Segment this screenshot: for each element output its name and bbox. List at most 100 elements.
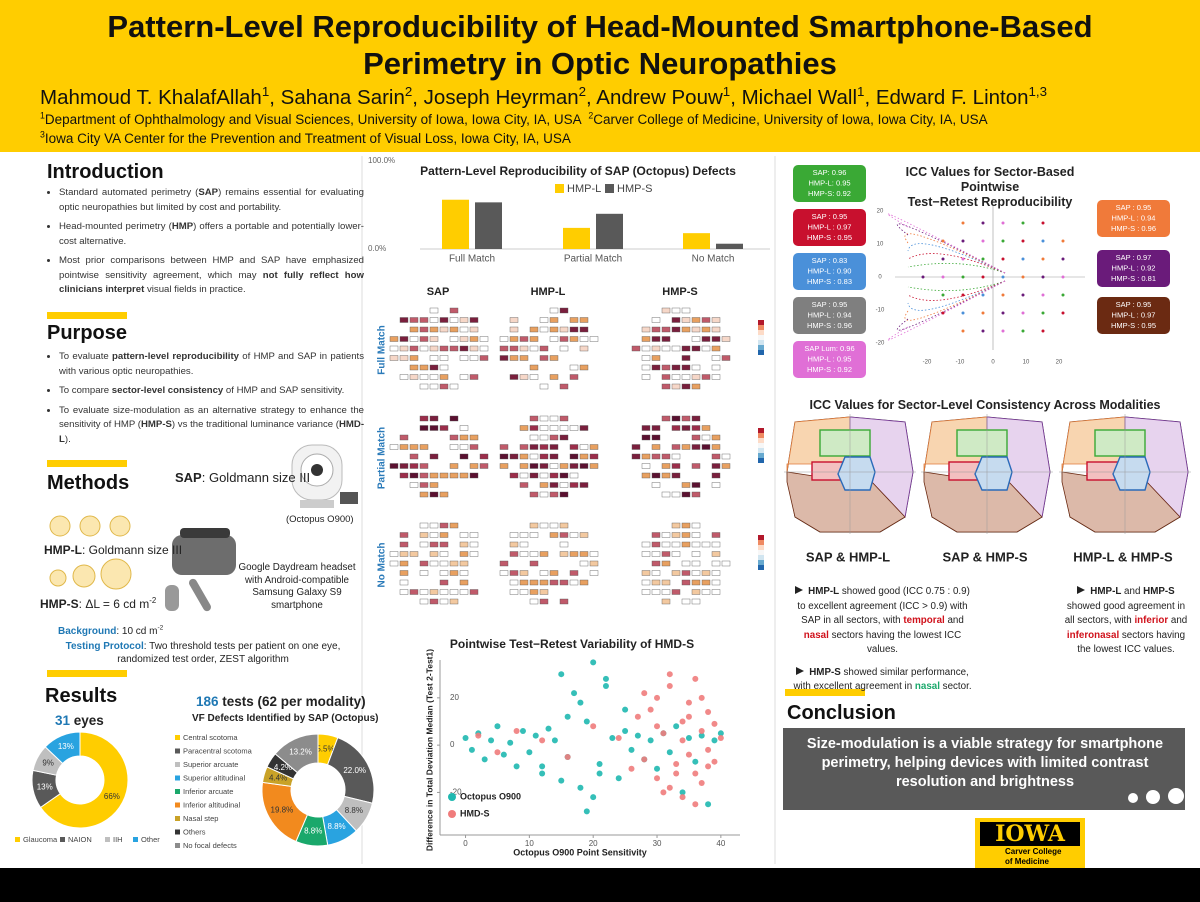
sector-central	[974, 456, 1013, 491]
legend-label: Octopus O900	[460, 791, 521, 801]
heatmap-cell	[569, 453, 579, 460]
heatmap-cell	[691, 425, 701, 431]
heatmap-cell	[419, 336, 429, 342]
field-point	[981, 311, 985, 315]
heatmap-cell	[651, 317, 661, 323]
icc-value: HMP-S : 0.83	[807, 277, 852, 286]
icc-value: HMP-S : 0.92	[807, 365, 852, 374]
heatmap-cell	[671, 425, 681, 431]
text-run: showed similar performance, with excelle…	[793, 666, 969, 693]
heatmap-cell	[399, 355, 409, 361]
text-run: : Goldmann size III	[82, 543, 183, 557]
field-point	[1041, 329, 1045, 333]
legend-label: Inferior altitudinal	[183, 800, 240, 809]
field-point	[1041, 239, 1045, 243]
heatmap-cell	[539, 522, 549, 529]
heatmap-cell	[569, 463, 579, 469]
heatmap-cell	[529, 434, 539, 441]
icc-box	[793, 297, 866, 334]
heatmap-cell	[389, 560, 399, 567]
heatmap-cell	[681, 326, 691, 333]
heatmap-cell	[419, 472, 429, 479]
value-label: 5.5%	[316, 744, 334, 753]
heatmap-cell	[641, 453, 651, 460]
heatmap-cell	[419, 560, 429, 567]
heatmap-cell	[691, 336, 701, 342]
scatter-point	[705, 801, 712, 808]
heatmap-cell	[579, 453, 589, 460]
scatter-point	[583, 718, 590, 725]
heatmap-cell	[389, 345, 399, 352]
heatmap-cell	[429, 345, 439, 352]
heatmap-cell	[651, 453, 661, 460]
value-label: 13%	[37, 782, 53, 791]
x-tick-label: 0	[991, 360, 995, 366]
scatter-point	[711, 737, 718, 744]
bar	[442, 199, 469, 249]
field-point	[941, 293, 945, 297]
text-run: Background	[58, 626, 117, 637]
heatmap-cell	[671, 551, 681, 557]
icc-value: HMP-L : 0.94	[808, 310, 852, 319]
heatmap-cell	[459, 434, 469, 441]
heatmap-cell	[651, 589, 661, 595]
icc-value: HMP-L : 0.90	[808, 266, 852, 275]
field-point	[1001, 329, 1005, 333]
heatmap-cell	[389, 355, 399, 361]
field-point	[1001, 257, 1005, 261]
heatmap-cell	[711, 434, 721, 441]
heatmap-cell	[661, 463, 671, 469]
colorbar-step	[758, 545, 764, 550]
heatmap-cell	[519, 463, 529, 469]
field-point	[941, 311, 945, 315]
conclusion-section: Conclusion	[787, 702, 896, 725]
heatmap-cell	[509, 336, 519, 342]
heatmap-cell	[429, 472, 439, 479]
text-run: nasal	[803, 629, 829, 641]
text-run: Testing Protocol	[65, 641, 144, 652]
heatmap-cell	[539, 463, 549, 469]
colorbar-step	[758, 320, 764, 325]
heatmap-cell	[519, 532, 529, 538]
heatmap-cell	[439, 579, 449, 586]
heatmap-cell	[559, 425, 569, 431]
heatmap-cell	[569, 364, 579, 371]
heatmap-cell	[661, 307, 671, 314]
heatmap-cell	[549, 425, 559, 431]
scatter-point	[705, 746, 712, 753]
heatmap-cell	[429, 482, 439, 488]
legend-label: HMP-L	[567, 183, 601, 195]
heatmap-cell	[449, 570, 459, 576]
heatmap-cell	[529, 444, 539, 450]
colorbar-step	[758, 443, 764, 448]
icc-value: HMP-L : 0.97	[808, 222, 852, 231]
heatmap-cell	[681, 364, 691, 371]
heatmap-cell	[661, 579, 671, 586]
heatmap-cell	[559, 579, 569, 586]
heatmap-cell	[559, 336, 569, 342]
heatmap-cell	[661, 415, 671, 422]
scatter-point	[711, 720, 718, 727]
y-axis-label: Difference in Total Deviation Median (Te…	[424, 649, 434, 851]
scatter-point	[666, 784, 673, 791]
heatmap-cell	[549, 307, 559, 314]
heatmap-cell	[389, 551, 399, 557]
heatmap-cell	[419, 598, 429, 605]
heatmap-cell	[671, 307, 681, 314]
legend-label: Glaucoma	[23, 835, 58, 844]
icc-box	[793, 165, 866, 202]
heatmap-cell	[631, 345, 641, 352]
heatmap-cell	[701, 444, 711, 450]
heatmap-cell	[509, 374, 519, 380]
heatmap-cell	[579, 336, 589, 342]
heatmap-cell	[559, 551, 569, 557]
scatter-point	[705, 709, 712, 716]
colorbar-step	[758, 555, 764, 560]
heatmap-cell	[671, 326, 681, 333]
value-label: 13.2%	[289, 747, 312, 756]
heatmap-cell	[539, 383, 549, 390]
heatmap-cell	[651, 444, 661, 450]
heatmap-cell	[499, 570, 509, 576]
heatmap-cell	[529, 579, 539, 586]
heatmap-cell	[539, 425, 549, 431]
